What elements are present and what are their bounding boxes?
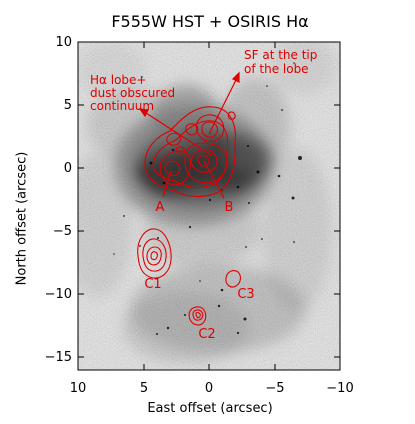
y-tick-5: 5 [64,98,72,113]
y-tick-10: 10 [55,35,72,50]
halpha-lobe-arrow-line [145,112,212,156]
source-a-label: A [156,200,165,215]
halpha-lobe-label-line-1: Hα lobe+ [90,73,146,87]
halpha-contours [137,106,241,326]
x-tick-minus-5: −5 [265,381,284,396]
point-sources [113,62,302,335]
sf-tip-label-line-2: of the lobe [244,62,309,76]
x-tick-0: 0 [205,381,213,396]
x-tick-5: 5 [140,381,148,396]
source-b-marker-line [203,160,225,199]
source-b-label: B [225,200,234,215]
source-c2-label: C2 [198,327,215,342]
y-tick-minus-15: −15 [45,350,72,365]
source-c1-label: C1 [144,277,161,292]
y-axis-label: North offset (arcsec) [14,151,30,286]
y-axis-ticks [78,41,340,358]
source-c3-label: C3 [237,287,254,302]
y-tick-minus-5: −5 [53,224,72,239]
sf-tip-arrow-head [231,71,240,83]
sf-tip-label-line-1: SF at the tip [244,48,317,62]
x-tick-minus-10: −10 [326,381,353,396]
halpha-lobe-arrow-head [138,108,149,118]
y-tick-0: 0 [64,161,72,176]
source-labels: A B C1 C3 C2 [144,200,254,342]
halpha-lobe-label-line-2: dust obscured [90,86,175,100]
x-axis-label: East offset (arcsec) [147,401,273,416]
figure-title: F555W HST + OSIRIS Hα [111,12,309,31]
x-tick-labels: 10 5 0 −5 −10 [70,381,354,396]
source-a-marker-line [162,170,172,198]
sf-tip-annotation: SF at the tip of the lobe [244,48,317,76]
hst-image [78,42,340,370]
y-tick-labels: 10 5 0 −5 −10 −15 [45,35,72,365]
sf-tip-arrow-line [208,79,237,135]
y-tick-minus-10: −10 [45,287,72,302]
x-tick-10: 10 [70,381,87,396]
x-axis-ticks [77,42,341,370]
annotation-arrows [138,71,240,199]
halpha-lobe-label-line-3: continuum [90,99,154,113]
lobe-annotation: Hα lobe+ dust obscured continuum [90,73,175,113]
